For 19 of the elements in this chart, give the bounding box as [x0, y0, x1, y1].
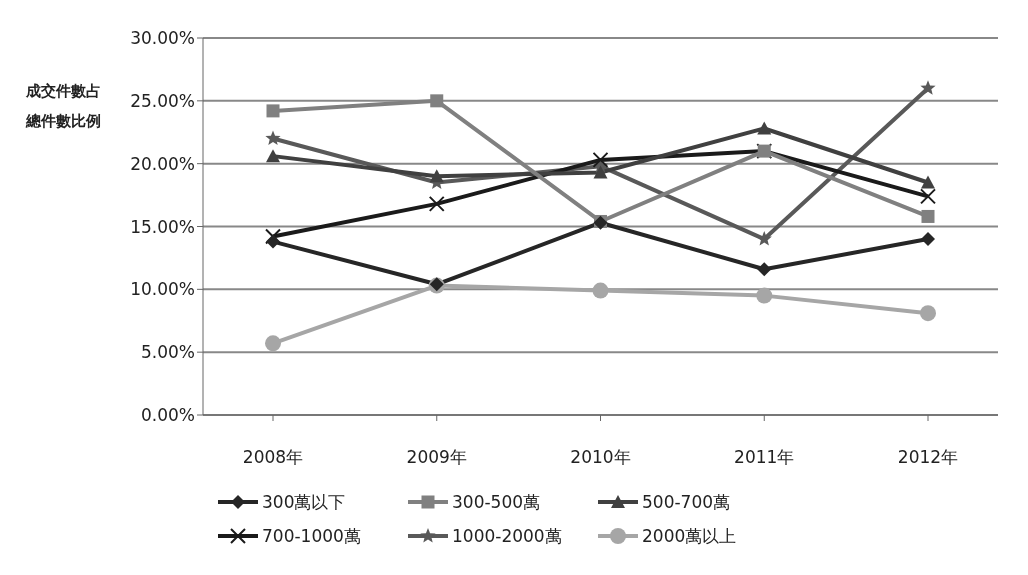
y-tick-label: 0.00%: [140, 405, 195, 426]
legend-label: 1000-2000萬: [452, 525, 562, 548]
legend-label: 2000萬以上: [642, 525, 737, 548]
x-tick-label: 2011年: [734, 447, 795, 468]
y-tick-label: 25.00%: [130, 90, 195, 111]
y-tick-label: 10.00%: [130, 279, 195, 300]
legend-label: 700-1000萬: [262, 525, 361, 548]
x-tick-label: 2010年: [570, 447, 631, 468]
x-tick-label: 2008年: [242, 447, 304, 468]
legend-label: 300-500萬: [452, 491, 541, 514]
legend-label: 300萬以下: [262, 491, 346, 514]
y-tick-label: 5.00%: [140, 342, 195, 363]
legend-label: 500-700萬: [642, 491, 731, 514]
y-tick-label: 30.00%: [130, 28, 195, 49]
x-tick-label: 2009年: [406, 447, 467, 468]
y-axis-title: 成交件數占總件數比例: [26, 81, 102, 132]
y-tick-label: 20.00%: [130, 153, 195, 174]
x-tick-label: 2012年: [897, 447, 959, 468]
y-tick-label: 15.00%: [130, 216, 195, 237]
